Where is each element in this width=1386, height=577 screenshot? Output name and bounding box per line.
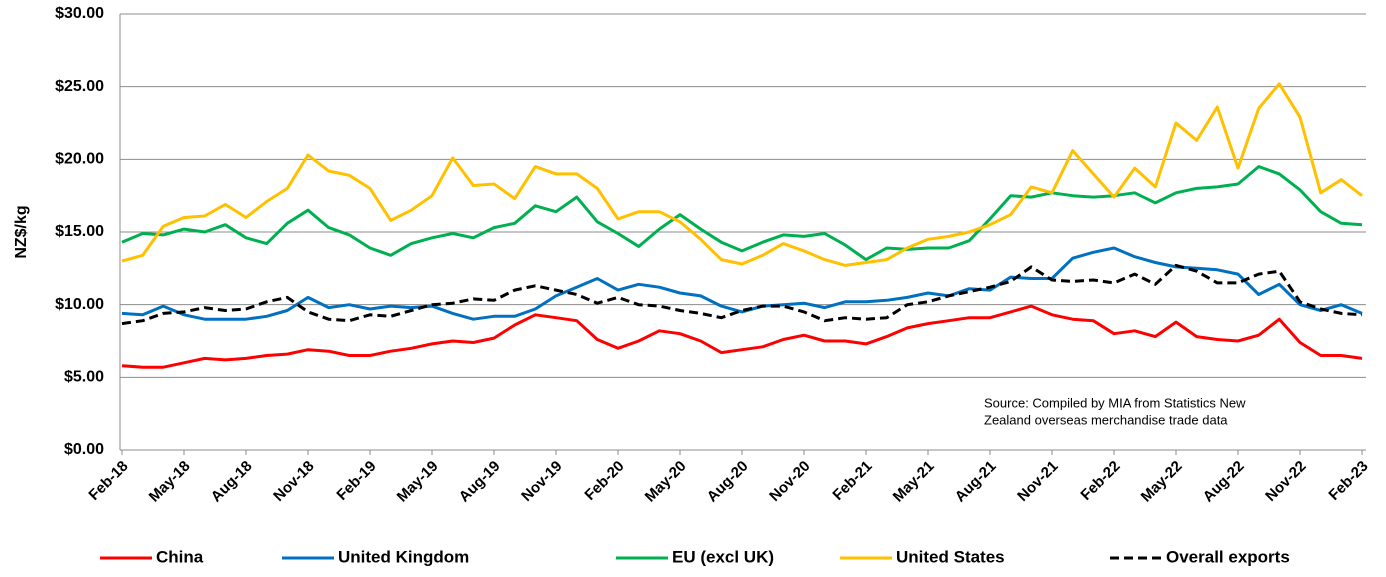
x-tick-label: Aug-18 <box>208 458 256 506</box>
x-tick-label: May-22 <box>1138 458 1186 506</box>
x-tick-label: Nov-21 <box>1014 458 1061 505</box>
x-tick-label: Aug-21 <box>952 458 1000 506</box>
x-tick-label: May-19 <box>394 458 442 506</box>
x-tick-label: May-18 <box>146 458 194 506</box>
x-tick-label: May-20 <box>642 458 690 506</box>
series-line <box>121 165 1363 262</box>
x-tick-label: Aug-19 <box>456 458 504 506</box>
y-tick-label: $10.00 <box>55 296 104 313</box>
annotation: Zealand overseas merchandise trade data <box>984 412 1228 427</box>
x-tick-label: Feb-19 <box>333 458 379 504</box>
x-tick-label: Nov-18 <box>270 458 317 505</box>
y-tick-label: $5.00 <box>64 369 104 386</box>
y-axis-label: NZ$/kg <box>13 205 30 258</box>
x-tick-label: Feb-23 <box>1325 458 1371 504</box>
x-tick-label: Feb-22 <box>1077 458 1123 504</box>
y-tick-label: $25.00 <box>55 78 104 95</box>
legend-label: China <box>156 547 204 566</box>
series-line <box>121 82 1363 267</box>
legend-label: EU (excl UK) <box>672 547 774 566</box>
x-tick-label: Feb-18 <box>85 458 131 504</box>
x-tick-label: May-21 <box>890 458 938 506</box>
legend-label: United States <box>896 547 1005 566</box>
legend-label: Overall exports <box>1166 547 1290 566</box>
annotation: Source: Compiled by MIA from Statistics … <box>984 395 1246 410</box>
x-tick-label: Aug-22 <box>1200 458 1248 506</box>
legend-label: United Kingdom <box>338 547 469 566</box>
y-tick-label: $20.00 <box>55 151 104 168</box>
x-tick-label: Nov-19 <box>518 458 565 505</box>
y-tick-label: $0.00 <box>64 441 104 458</box>
x-tick-label: Aug-20 <box>704 458 752 506</box>
y-tick-label: $15.00 <box>55 223 104 240</box>
x-tick-label: Nov-20 <box>766 458 813 505</box>
series-line <box>121 304 1363 369</box>
x-tick-label: Feb-21 <box>829 458 875 504</box>
series-line <box>121 263 1363 326</box>
y-tick-label: $30.00 <box>55 5 104 22</box>
x-tick-label: Feb-20 <box>581 458 627 504</box>
x-tick-label: Nov-22 <box>1262 458 1309 505</box>
series-line <box>121 246 1363 321</box>
